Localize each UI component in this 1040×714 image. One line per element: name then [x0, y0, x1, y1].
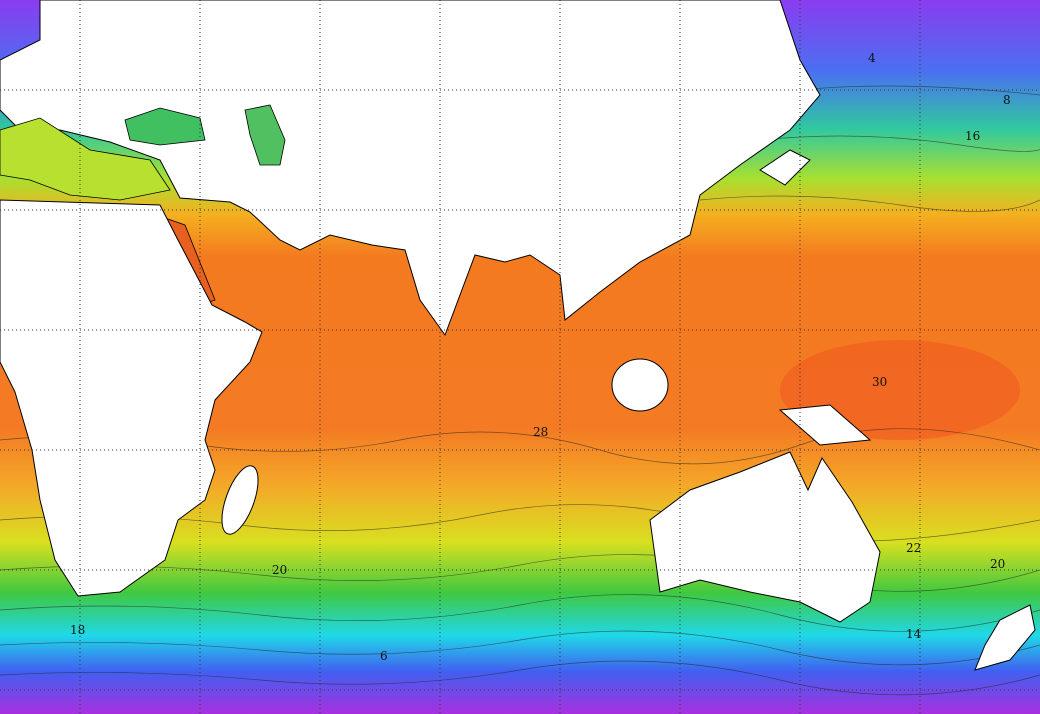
contour-label: 28: [533, 425, 548, 439]
land: [0, 0, 1036, 671]
contour-label: 16: [965, 129, 980, 143]
contour-label: 22: [906, 541, 921, 555]
contour-label: 30: [872, 375, 887, 389]
contour-label: 14: [906, 627, 922, 641]
contour-label: 20: [990, 557, 1005, 571]
contour-label: 20: [272, 563, 287, 577]
contour-label: 18: [70, 623, 85, 637]
contour-labels: 28 30 22 20 20 18 16 14 8 6 4: [70, 51, 1011, 663]
contour-label: 8: [1003, 93, 1011, 107]
contour-label: 6: [380, 649, 388, 663]
contour-label: 4: [868, 51, 876, 65]
